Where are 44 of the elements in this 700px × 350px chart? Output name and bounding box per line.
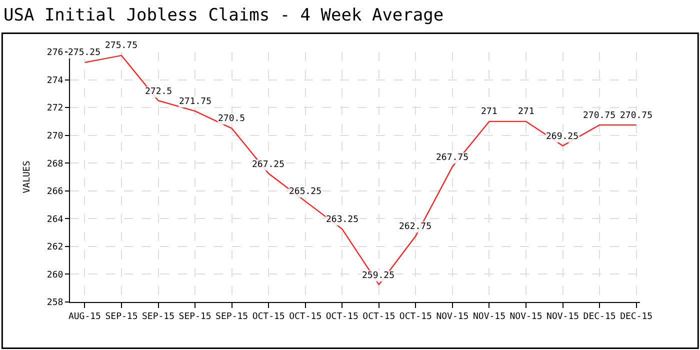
x-tick-label: OCT-15 [399,312,432,322]
y-tick-label: 266 [46,187,64,198]
data-label: 271 [518,107,534,117]
x-tick-label: SEP-15 [216,312,248,322]
data-label: 259.25 [362,271,395,281]
x-tick-label: SEP-15 [178,312,212,322]
data-label: 270.75 [620,111,653,121]
x-tick-label: SEP-15 [142,312,175,322]
x-tick-label: OCT-15 [326,312,358,322]
y-tick-label: 258 [46,298,64,308]
data-label: 272.5 [145,87,172,97]
x-tick-label: OCT-15 [362,312,396,322]
data-label: 265.25 [289,187,322,197]
x-tick-label: NOV-15 [546,312,580,322]
data-label: 270.5 [218,114,246,124]
x-tick-label: SEP-15 [105,312,138,322]
x-tick-label: DEC-15 [620,312,653,322]
y-tick-label: 270 [46,131,64,142]
x-tick-label: NOV-15 [510,312,542,322]
chart-title: USA Initial Jobless Claims - 4 Week Average [4,6,444,26]
x-tick-label: NOV-15 [436,312,469,322]
y-tick-label: 272 [46,104,64,114]
y-tick-label: 268 [46,159,64,170]
x-tick-label: OCT-15 [289,312,322,322]
y-tick-label: 276 [46,48,64,58]
x-tick-label: DEC-15 [583,312,616,322]
data-label: 271.75 [179,97,212,107]
data-label: 267.25 [252,160,285,170]
y-axis-title: VALUES [22,160,32,194]
data-label: 271 [481,107,498,117]
x-tick-label: AUG-15 [68,312,101,322]
y-tick-label: 274 [46,76,64,86]
y-tick-label: 264 [46,214,64,225]
data-label: 275.75 [105,41,138,51]
data-label: 263.25 [326,215,359,225]
y-tick-label: 262 [46,242,64,253]
data-label: 269.25 [546,132,579,142]
y-tick-label: 260 [46,270,64,280]
x-tick-label: OCT-15 [252,312,285,322]
data-label: 262.75 [399,222,432,232]
data-label: 267.75 [436,153,469,163]
x-tick-label: NOV-15 [472,312,506,322]
data-label: 270.75 [583,111,616,121]
data-label: 275.25 [68,48,101,58]
